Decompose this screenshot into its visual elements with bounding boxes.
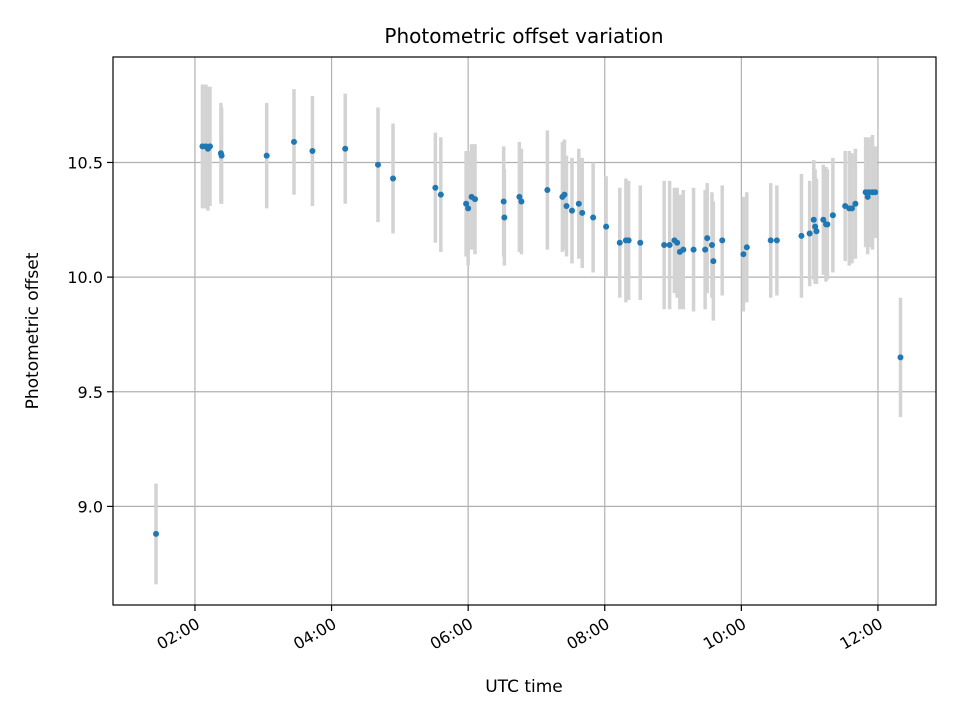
data-point [206,143,213,150]
data-point [897,354,904,361]
data-point [708,242,715,249]
data-point [702,246,709,253]
data-point [824,221,831,228]
data-point [437,191,444,198]
data-point [544,186,551,193]
data-point [563,203,570,210]
data-point [500,198,507,205]
data-point [810,216,817,223]
data-point [218,152,225,159]
data-point [342,145,349,152]
data-point [575,200,582,207]
data-point [471,196,478,203]
data-point [710,258,717,265]
data-point [820,216,827,223]
data-point [666,242,673,249]
y-tick-label: 9.0 [78,497,103,516]
data-point [773,237,780,244]
data-point [625,237,632,244]
data-point [153,530,160,537]
data-point [390,175,397,182]
data-point [690,246,697,253]
data-point [680,246,687,253]
data-point [501,214,508,221]
data-point [603,223,610,230]
point-layer [153,138,904,537]
y-axis-title: Photometric offset [23,252,43,409]
data-point [637,239,644,246]
plot-frame [112,56,937,606]
data-point [806,230,813,237]
chart-title: Photometric offset variation [384,24,663,48]
y-tick-label: 10.5 [67,153,103,172]
data-point [813,228,820,235]
data-point [516,193,523,200]
data-point [518,198,525,205]
data-point [432,184,439,191]
data-point [568,207,575,214]
data-point [767,237,774,244]
data-point [674,239,681,246]
data-point [661,242,668,249]
data-point [561,191,568,198]
data-point [812,223,819,230]
data-point [590,214,597,221]
data-point [743,244,750,251]
data-point [829,212,836,219]
data-point [465,205,472,212]
data-point [463,200,470,207]
data-point [872,189,879,196]
data-point [704,235,711,242]
data-point [848,205,855,212]
data-point [852,200,859,207]
data-point [719,237,726,244]
grid-layer [113,57,936,605]
data-point [263,152,270,159]
y-tick-label: 9.5 [78,383,103,402]
data-point [864,193,871,200]
data-point [309,148,316,155]
data-point [798,232,805,239]
data-point [290,138,297,145]
data-point [740,251,747,258]
data-point [616,239,623,246]
data-point [579,209,586,216]
y-tick-label: 10.0 [67,268,103,287]
data-point [374,161,381,168]
x-axis-title: UTC time [485,677,563,697]
